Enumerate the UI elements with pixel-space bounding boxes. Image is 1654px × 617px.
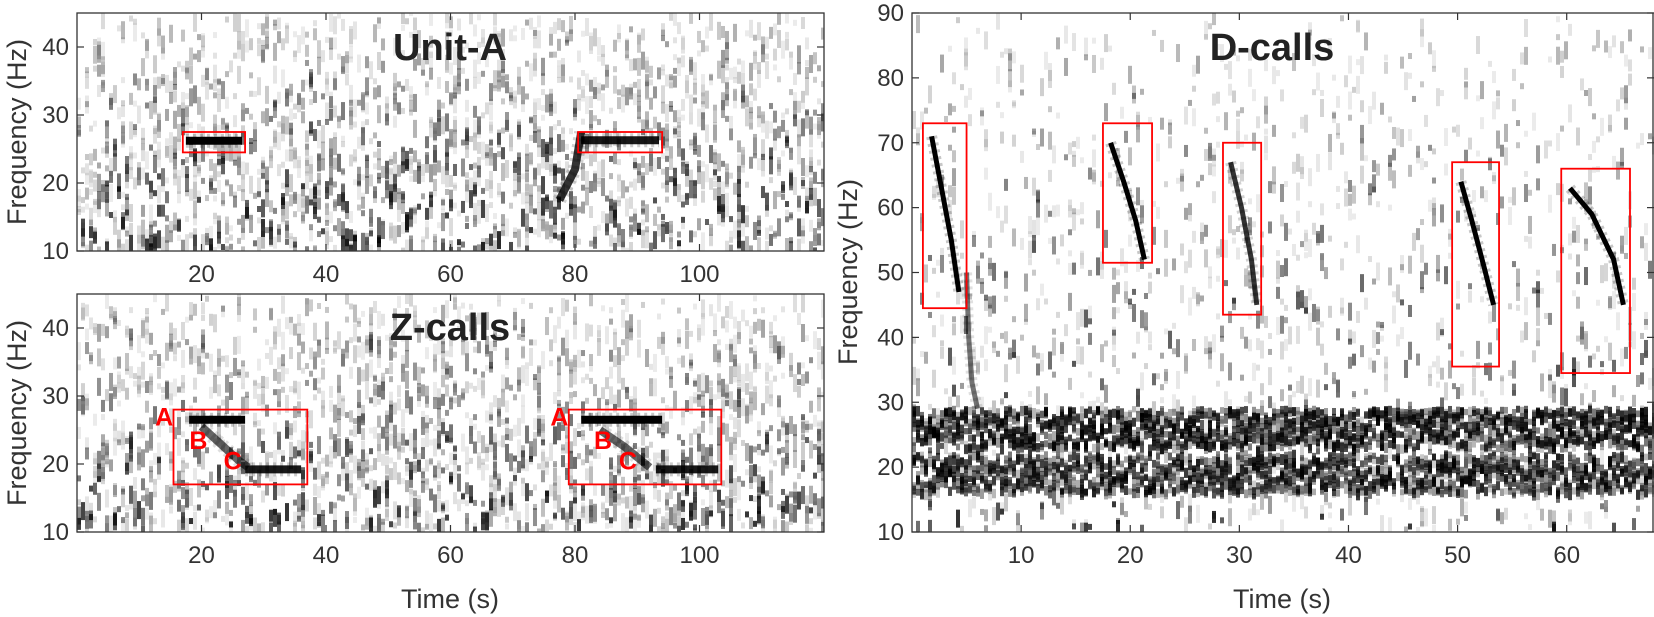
x-tick-label: 20 xyxy=(1117,542,1144,569)
y-ticks-d-calls: 10 20 30 40 50 60 70 80 90 xyxy=(877,0,1654,546)
annotation-label: A xyxy=(155,403,173,431)
y-tick-label: 90 xyxy=(877,0,904,27)
y-axis-label-d-calls: Frequency (Hz) xyxy=(833,179,863,365)
x-tick-label: 20 xyxy=(188,261,215,288)
title-z-calls: Z-calls xyxy=(390,307,510,349)
x-tick-label: 80 xyxy=(562,542,589,569)
y-tick-label: 80 xyxy=(877,65,904,92)
y-tick-label: 70 xyxy=(877,130,904,157)
plot-area-z-calls xyxy=(77,294,824,532)
call-box xyxy=(181,131,246,154)
title-d-calls: D-calls xyxy=(1210,27,1335,69)
annotation-label: B xyxy=(189,427,207,455)
y-ticks-z-calls: 10 20 30 40 xyxy=(42,315,824,546)
y-tick-label: 10 xyxy=(42,238,69,265)
annotation-label: A xyxy=(550,403,568,431)
x-ticks-z-calls: 20 40 60 80 100 xyxy=(188,294,720,569)
y-tick-label: 10 xyxy=(877,519,904,546)
y-tick-label: 30 xyxy=(42,102,69,129)
y-tick-label: 20 xyxy=(42,170,69,197)
annotation-label: B xyxy=(594,427,612,455)
y-tick-label: 50 xyxy=(877,260,904,287)
y-tick-label: 60 xyxy=(877,195,904,222)
call-box xyxy=(1222,141,1263,316)
x-axis-label-z-calls: Time (s) xyxy=(401,584,499,614)
x-tick-label: 10 xyxy=(1008,542,1035,569)
x-ticks-unit-a: 20 40 60 80 100 xyxy=(188,13,720,288)
annotation-label: C xyxy=(224,448,242,476)
boxes-unit-a xyxy=(181,131,664,154)
y-tick-label: 10 xyxy=(42,519,69,546)
x-tick-label: 60 xyxy=(437,261,464,288)
y-tick-label: 30 xyxy=(42,383,69,410)
call-box xyxy=(577,131,664,154)
y-axis-label-z-calls: Frequency (Hz) xyxy=(2,320,32,506)
x-tick-label: 40 xyxy=(1335,542,1362,569)
x-tick-label: 100 xyxy=(679,261,719,288)
x-tick-label: 100 xyxy=(679,542,719,569)
spectrogram-d-calls xyxy=(912,13,1654,532)
call-box xyxy=(922,122,968,310)
y-tick-label: 40 xyxy=(877,324,904,351)
y-axis-label-unit-a: Frequency (Hz) xyxy=(2,39,32,225)
x-axis-label-d-calls: Time (s) xyxy=(1233,584,1331,614)
y-tick-label: 40 xyxy=(42,315,69,342)
spectrogram-unit-a xyxy=(77,13,824,251)
panel-unit-a: 20 40 60 80 100 10 20 30 40 Unit-A Frequency (H… xyxy=(2,12,825,288)
boxes-z-calls xyxy=(172,408,723,486)
x-tick-label: 60 xyxy=(437,542,464,569)
call-box xyxy=(1102,122,1153,264)
call-box xyxy=(172,408,309,486)
x-ticks-d-calls: 10 20 30 40 50 60 xyxy=(1008,13,1580,569)
boxes-d-calls xyxy=(922,122,1631,374)
x-tick-label: 30 xyxy=(1226,542,1253,569)
y-tick-label: 30 xyxy=(877,389,904,416)
x-tick-label: 20 xyxy=(188,542,215,569)
call-box xyxy=(1451,161,1500,368)
x-tick-label: 50 xyxy=(1444,542,1471,569)
y-ticks-unit-a: 10 20 30 40 xyxy=(42,34,824,265)
y-tick-label: 20 xyxy=(42,451,69,478)
x-tick-label: 40 xyxy=(313,542,340,569)
call-box xyxy=(567,408,723,486)
y-tick-label: 40 xyxy=(42,34,69,61)
x-tick-label: 40 xyxy=(313,261,340,288)
spectrogram-z-calls xyxy=(77,294,824,532)
call-box xyxy=(1560,167,1631,374)
x-tick-label: 80 xyxy=(562,261,589,288)
annotation-label: C xyxy=(619,448,637,476)
y-tick-label: 20 xyxy=(877,454,904,481)
title-unit-a: Unit-A xyxy=(393,27,507,69)
x-tick-label: 60 xyxy=(1553,542,1580,569)
